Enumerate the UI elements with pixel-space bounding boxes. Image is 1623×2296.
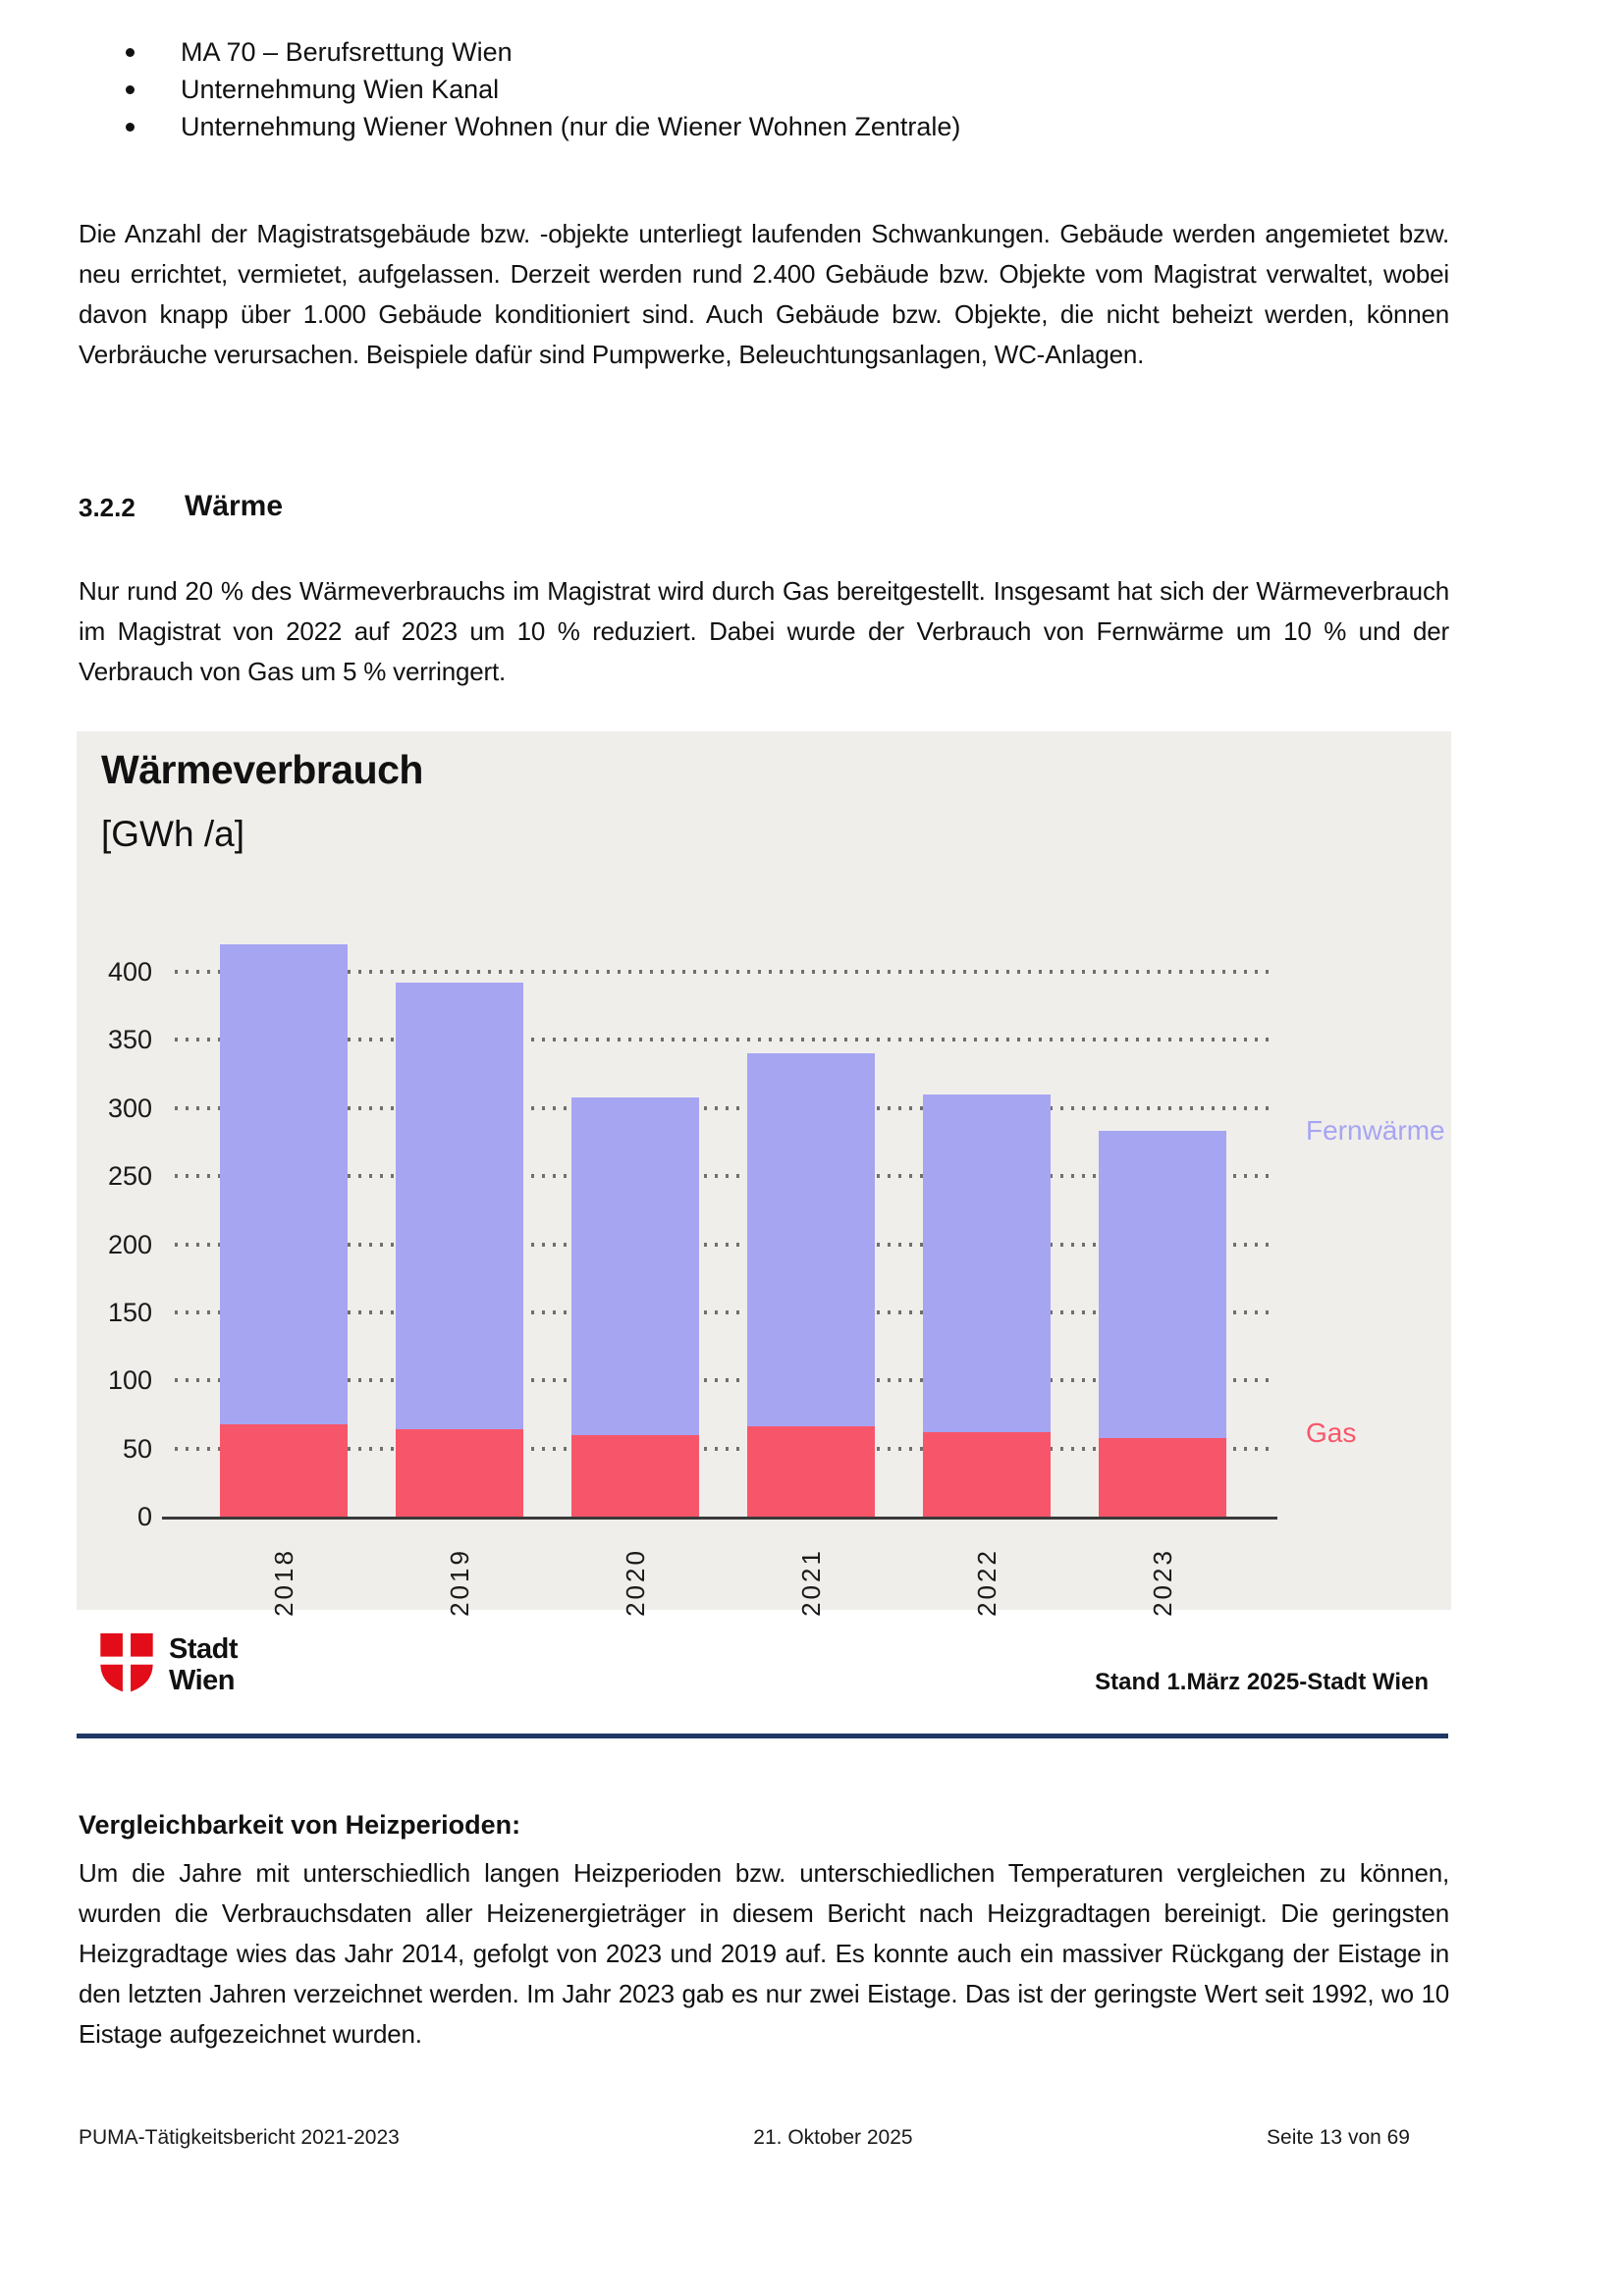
paragraph-magistratsgebaeude: Die Anzahl der Magistratsgebäude bzw. -o…	[79, 219, 1449, 369]
bullet-icon	[126, 48, 135, 57]
bar-2021-gas	[747, 1426, 875, 1517]
bar-2022-fernwärme	[923, 1094, 1051, 1432]
list-item: MA 70 – Berufsrettung Wien	[126, 33, 960, 71]
chart-plot-area: 0 50 100 150 200 250 300 350 400 2018 2019 2020 2021…	[77, 731, 1451, 1617]
bar-2023-fernwärme	[1099, 1131, 1226, 1438]
bullet-list: MA 70 – Berufsrettung Wien Unternehmung …	[126, 33, 960, 145]
gridline-200	[175, 1242, 1271, 1247]
bullet-icon	[126, 123, 135, 132]
x-axis-line	[162, 1517, 1277, 1520]
legend-gas: Gas	[1306, 1417, 1357, 1448]
y-axis-tick-400: 400	[107, 957, 152, 987]
bar-2019-fernwärme	[396, 983, 523, 1430]
x-axis-label-2018: 2018	[269, 1548, 298, 1617]
x-axis-label-2019: 2019	[445, 1548, 474, 1617]
list-item-text: Unternehmung Wien Kanal	[181, 75, 500, 104]
x-axis-label-2021: 2021	[796, 1548, 826, 1617]
bar-2022-gas	[923, 1431, 1051, 1517]
page-footer: PUMA-Tätigkeitsbericht 2021-2023 21. Okt…	[79, 2126, 1410, 2150]
logo-line1: Stadt	[169, 1633, 239, 1665]
gridline-100	[175, 1378, 1271, 1383]
bar-2018-fernwärme	[220, 944, 348, 1424]
y-axis-tick-150: 150	[107, 1297, 152, 1327]
bar-2020-gas	[571, 1434, 699, 1517]
heat-consumption-chart: 0 50 100 150 200 250 300 350 400 2018 2019 2020 2021…	[77, 731, 1451, 1617]
divider-rule	[77, 1734, 1448, 1738]
y-axis-tick-350: 350	[107, 1025, 152, 1055]
list-item-text: MA 70 – Berufsrettung Wien	[181, 37, 513, 67]
gridline-400	[175, 970, 1271, 974]
stand-note: Stand 1.März 2025-Stadt Wien	[1095, 1669, 1429, 1695]
list-item-text: Unternehmung Wiener Wohnen (nur die Wien…	[181, 112, 961, 141]
bar-2021-fernwärme	[747, 1053, 875, 1427]
gridline-300	[175, 1105, 1271, 1110]
list-item: Unternehmung Wien Kanal	[126, 71, 960, 108]
y-axis-tick-200: 200	[107, 1229, 152, 1259]
logo-line2: Wien	[169, 1665, 236, 1696]
gridline-350	[175, 1038, 1271, 1042]
footer-report-title: PUMA-Tätigkeitsbericht 2021-2023	[79, 2126, 400, 2149]
logo-text: Stadt Wien	[169, 1633, 239, 1696]
bar-2020-fernwärme	[571, 1096, 699, 1435]
wien-crest-icon	[98, 1631, 155, 1694]
gridline-50	[175, 1446, 1271, 1451]
section-title: Wärme	[185, 490, 284, 522]
section-heading: 3.2.2 Wärme	[79, 490, 283, 528]
section-number: 3.2.2	[79, 493, 135, 522]
footer-page-number: Seite 13 von 69	[1267, 2126, 1410, 2149]
bar-2018-gas	[220, 1423, 348, 1517]
heiz-heading: Vergleichbarkeit von Heizperioden:	[79, 1810, 521, 1840]
list-item: Unternehmung Wiener Wohnen (nur die Wien…	[126, 108, 960, 145]
y-axis-tick-0: 0	[136, 1502, 152, 1531]
y-axis-tick-300: 300	[107, 1093, 152, 1123]
x-axis-label-2023: 2023	[1148, 1548, 1177, 1617]
y-axis-tick-100: 100	[107, 1365, 152, 1396]
stadt-wien-logo: Stadt Wien	[98, 1631, 239, 1696]
y-axis-tick-50: 50	[122, 1433, 152, 1464]
gridline-250	[175, 1174, 1271, 1179]
gridline-150	[175, 1309, 1271, 1314]
x-axis-label-2020: 2020	[621, 1548, 650, 1617]
bar-2023-gas	[1099, 1437, 1226, 1517]
bullet-icon	[126, 85, 135, 94]
bar-2019-gas	[396, 1429, 523, 1517]
footer-date: 21. Oktober 2025	[753, 2126, 913, 2149]
chart-unit-label: [GWh /a]	[101, 814, 244, 854]
chart-title: Wärmeverbrauch	[101, 747, 423, 792]
x-axis-label-2022: 2022	[972, 1548, 1001, 1617]
paragraph-waermeverbrauch: Nur rund 20 % des Wärmeverbrauchs im Mag…	[79, 576, 1449, 686]
paragraph-heizperioden: Um die Jahre mit unterschiedlich langen …	[79, 1858, 1449, 2049]
legend-fernwärme: Fernwärme	[1306, 1115, 1445, 1146]
y-axis-tick-250: 250	[107, 1161, 152, 1192]
